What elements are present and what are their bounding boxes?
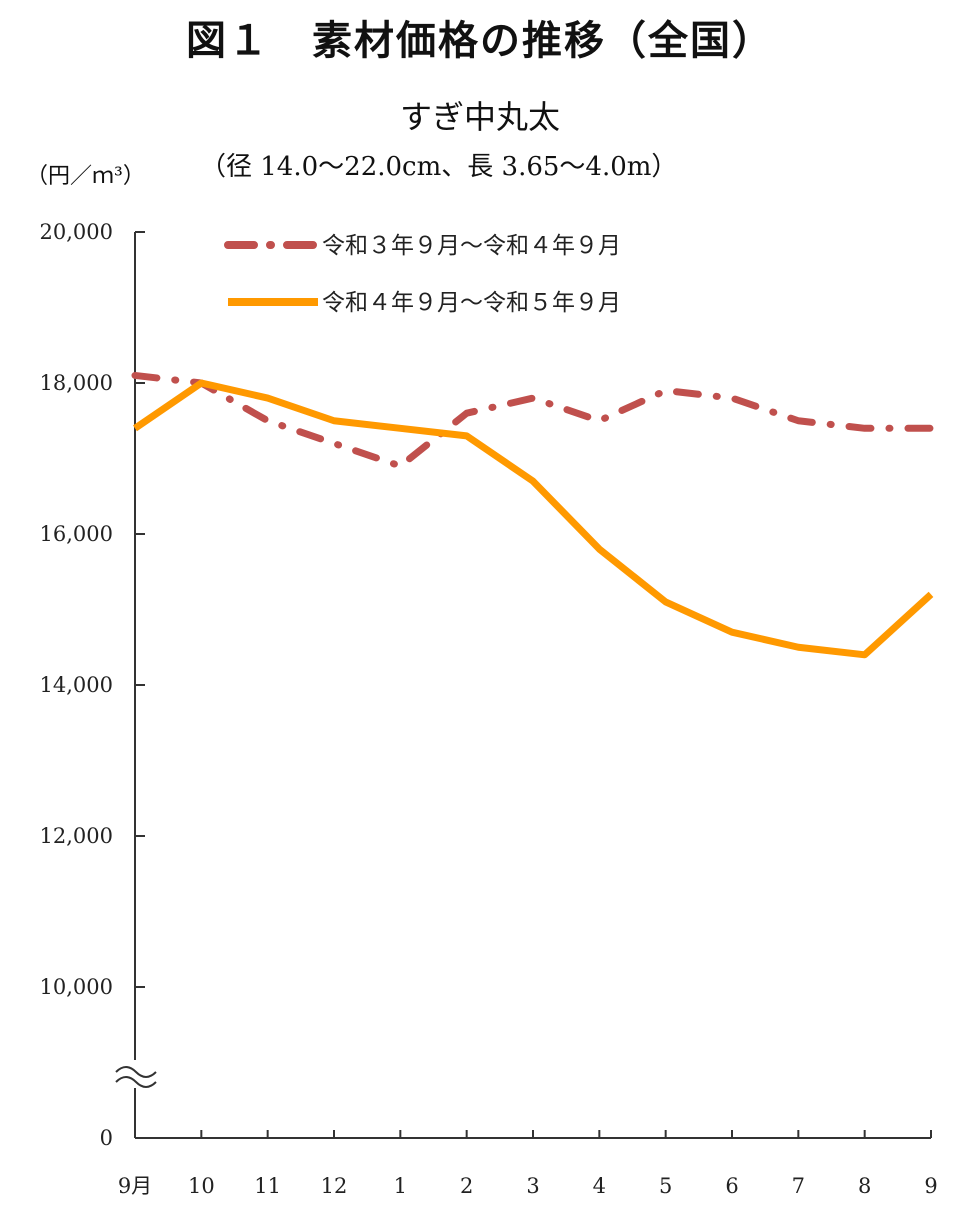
x-tick-label: 4: [593, 1174, 606, 1198]
x-tick-label: 1: [394, 1174, 407, 1198]
chart-subtitle: すぎ中丸太: [399, 98, 560, 136]
y-tick-label: 20,000: [40, 220, 113, 244]
x-tick-label: 8: [858, 1174, 871, 1198]
y-tick-label: 14,000: [40, 673, 113, 697]
y-tick-label: 0: [100, 1126, 113, 1150]
x-tick-label: 3: [526, 1174, 539, 1198]
y-axis-unit: （円／ｍ³）: [26, 164, 145, 189]
y-tick-label: 18,000: [40, 371, 113, 395]
x-tick-label: 6: [725, 1174, 738, 1198]
x-tick-label: 2: [460, 1174, 473, 1198]
chart-title: 図１ 素材価格の推移（全国）: [186, 18, 774, 64]
y-tick-label: 12,000: [40, 824, 113, 848]
y-tick-label: 16,000: [40, 522, 113, 546]
x-tick-label: 7: [792, 1174, 805, 1198]
x-tick-label: 10: [188, 1174, 215, 1198]
chart-spec: （径 14.0～22.0cm、長 3.65～4.0m）: [200, 152, 678, 182]
x-tick-label: 11: [254, 1174, 281, 1198]
x-tick-label: 9: [924, 1174, 937, 1198]
x-tick-label: 12: [321, 1174, 348, 1198]
legend-label-2: 令和４年９月～令和５年９月: [322, 290, 621, 316]
x-tick-label: 9月: [118, 1174, 152, 1198]
legend-label-1: 令和３年９月～令和４年９月: [322, 233, 621, 259]
y-tick-label: 10,000: [40, 975, 113, 999]
x-tick-label: 5: [659, 1174, 672, 1198]
axis-break-mark: [115, 1066, 157, 1088]
series-line-1: [131, 371, 935, 470]
